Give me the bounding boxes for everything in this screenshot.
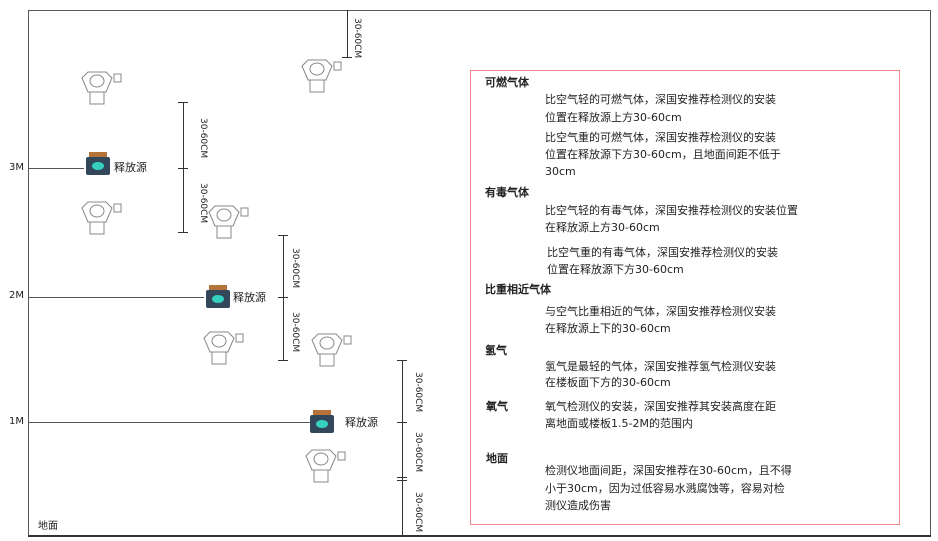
heading-oxygen: 氧气 — [486, 400, 508, 413]
release-source-label: 释放源 — [114, 161, 147, 174]
text-line: 在释放源上方30-60cm — [545, 221, 660, 234]
release-source-icon — [310, 410, 334, 433]
heading-hydrogen: 氢气 — [485, 344, 507, 357]
dimension-tick — [178, 102, 188, 103]
level-2m-label: 2M — [9, 290, 24, 301]
text-line: 在楼板面下方的30-60cm — [545, 376, 671, 389]
gas-detector-icon — [305, 449, 346, 483]
release-source-icon — [206, 285, 230, 308]
dimension-tick — [278, 360, 288, 361]
dimension-line — [402, 360, 403, 536]
level-2m-line — [28, 297, 204, 298]
dimension-line — [347, 10, 348, 58]
text-line: 离地面或楼板1.5-2M的范围内 — [545, 417, 693, 430]
level-1m-label: 1M — [9, 416, 24, 427]
level-3m-line — [28, 168, 84, 169]
heading-ground: 地面 — [486, 452, 508, 465]
dimension-line — [283, 235, 284, 361]
text-line: 位置在释放源下方30-60cm，且地面间距不低于 — [545, 148, 781, 161]
dimension-label: 30-60CM — [198, 183, 208, 224]
text-line: 比空气轻的可燃气体，深国安推荐检测仪的安装 — [545, 93, 776, 106]
text-line: 比空气重的可燃气体，深国安推荐检测仪的安装 — [545, 131, 776, 144]
gas-detector-icon — [203, 331, 244, 365]
dimension-line — [183, 102, 184, 233]
text-line: 比空气轻的有毒气体，深国安推荐检测仪的安装位置 — [545, 204, 798, 217]
text-line: 位置在释放源上方30-60cm — [545, 111, 682, 124]
heading-toxic: 有毒气体 — [485, 186, 529, 199]
level-1m-line — [28, 422, 310, 423]
text-line: 测仪造成伤害 — [545, 499, 611, 512]
level-3m-label: 3M — [9, 162, 24, 173]
dimension-label: 30-60CM — [413, 492, 423, 533]
dimension-label: 30-60CM — [290, 248, 300, 289]
text-line: 检测仪地面间距，深国安推荐在30-60cm，且不得 — [545, 464, 792, 477]
dimension-tick — [278, 235, 288, 236]
dimension-tick — [278, 297, 288, 298]
gas-detector-icon — [208, 205, 249, 239]
dimension-tick — [397, 480, 407, 481]
heading-combustible: 可燃气体 — [485, 76, 529, 89]
dimension-label: 30-60CM — [413, 432, 423, 473]
dimension-label: 30-60CM — [198, 118, 208, 159]
gas-detector-icon — [301, 59, 342, 93]
dimension-tick — [397, 360, 407, 361]
dimension-tick — [178, 232, 188, 233]
text-line: 比空气重的有毒气体，深国安推荐检测仪的安装 — [547, 246, 778, 259]
text-line: 位置在释放源下方30-60cm — [547, 263, 684, 276]
ceiling-line — [28, 10, 930, 11]
release-source-label: 释放源 — [233, 291, 266, 304]
dimension-label: 30-60CM — [413, 372, 423, 413]
text-line: 氢气是最轻的气体，深国安推荐氢气检测仪安装 — [545, 360, 776, 373]
dimension-tick — [397, 477, 407, 478]
text-line: 小于30cm，因为过低容易水溅腐蚀等，容易对检 — [545, 482, 785, 495]
dimension-tick — [178, 168, 188, 169]
heading-similar: 比重相近气体 — [485, 283, 551, 296]
right-wall — [930, 10, 931, 536]
text-line: 与空气比重相近的气体，深国安推荐检测仪安装 — [545, 305, 776, 318]
dimension-tick — [342, 57, 352, 58]
dimension-label: 30-60CM — [290, 312, 300, 353]
gas-detector-icon — [81, 201, 122, 235]
dimension-label: 30-60CM — [352, 18, 362, 59]
dimension-tick — [397, 422, 407, 423]
gas-detector-icon — [81, 71, 122, 105]
gas-detector-icon — [311, 333, 352, 367]
ground-label: 地面 — [38, 521, 58, 532]
text-line: 30cm — [545, 165, 576, 178]
left-wall — [28, 10, 29, 536]
release-source-icon — [86, 152, 110, 175]
text-line: 在释放源上下的30-60cm — [545, 322, 671, 335]
info-panel — [470, 70, 900, 525]
text-line: 氧气检测仪的安装，深国安推荐其安装高度在距 — [545, 400, 776, 413]
release-source-label: 释放源 — [345, 416, 378, 429]
ground-line — [28, 535, 931, 537]
